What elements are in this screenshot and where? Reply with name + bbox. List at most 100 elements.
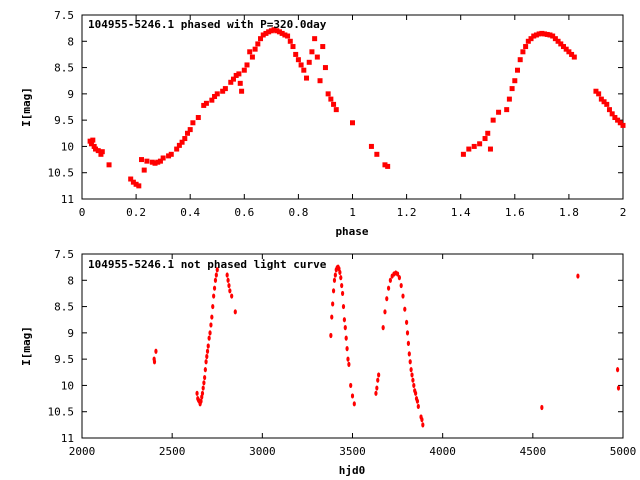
phased-y-tick-label: 8 [67,35,74,48]
phased-data-point [166,153,172,159]
unphased-data-point [201,385,205,391]
phased-data-point [606,107,612,113]
phased-data-point [222,86,228,92]
unphased-data-point [383,309,387,315]
phased-y-tick-label: 7.5 [54,9,74,22]
phased-data-point [615,117,621,123]
phased-data-point [533,32,539,38]
unphased-x-tick-label: 4000 [429,445,456,458]
phased-plot-title: 104955-5246.1 phased with P=320.0day [88,18,327,31]
phased-data-point [320,44,326,50]
phased-data-point [485,130,491,136]
phased-data-point [560,44,566,50]
phased-data-point [152,160,158,166]
phased-data-point [571,54,577,60]
phased-data-point [130,179,136,185]
phased-data-point [374,151,380,157]
unphased-data-point [195,390,199,396]
unphased-data-point [233,309,237,315]
phased-data-point [558,41,564,47]
unphased-ticks: 2000 2500 3000 3500 4000 4500 5000 7.5 8 8.5 9 9.5 1… [48,248,637,458]
unphased-data-point [211,303,215,310]
phased-data-point [252,46,258,52]
phased-data-point [136,183,142,189]
unphased-data-point [377,372,381,378]
phased-data-point [520,49,526,55]
unphased-plot-title: 104955-5246.1 not phased light curve [88,258,327,271]
unphased-data-point [350,393,355,399]
unphased-data-point [213,277,218,283]
phased-data-point [525,38,531,44]
phased-data-point [141,167,147,173]
phased-data-point [309,49,315,55]
unphased-plot-frame [81,253,624,439]
phased-data-point [477,141,483,147]
phased-data-point [290,44,296,50]
unphased-data-point [407,351,411,357]
unphased-data-point [411,377,415,383]
phased-data-point [157,158,163,164]
phased-data-point [249,54,255,60]
phased-data-point [93,146,99,152]
phased-data-point [247,49,253,55]
unphased-data-point [415,398,420,404]
phased-data-point [550,33,556,39]
unphased-y-tick-label: 8.5 [54,301,74,314]
phased-x-tick-label: 1.4 [451,206,471,219]
phased-data-point [176,142,182,148]
unphased-data-point [210,314,214,320]
unphased-data-point [206,343,210,349]
phased-data-point [233,72,239,78]
phased-data-point [209,97,215,103]
phased-y-tick-label: 10 [61,140,74,153]
phased-data-point [301,67,307,73]
unphased-data-point [340,282,344,289]
unphased-data-point [205,353,209,360]
phased-data-point [382,162,388,168]
phased-data-point [528,36,534,42]
phased-data-point [133,181,139,187]
unphased-data-point [540,404,544,411]
phased-data-point [482,136,488,142]
phased-data-point [266,29,272,35]
phased-y-axis-title: I[mag] [20,87,33,127]
phased-data-point [515,67,521,73]
phased-data-point [285,33,291,39]
unphased-data-point [375,385,379,391]
unphased-data-point [408,359,412,365]
phased-data-point [566,49,572,55]
phased-data-point [88,141,94,147]
unphased-data-point [340,290,345,297]
unphased-data-point [346,356,350,362]
phased-data-point [149,159,155,165]
phased-data-point [317,78,323,84]
unphased-data-point [349,382,353,389]
phased-data-point [182,136,188,142]
phased-data-point [604,101,610,107]
unphased-data-point [409,367,413,373]
unphased-data-point [225,272,229,278]
phased-data-point [179,139,185,145]
phased-data-point [328,96,334,102]
phased-data-point [195,115,201,121]
phased-data-point [555,38,561,44]
phased-x-tick-label: 2 [620,206,627,219]
unphased-x-tick-label: 5000 [610,445,637,458]
phased-x-tick-label: 1.2 [397,206,417,219]
phased-x-tick-label: 0.6 [234,206,254,219]
phased-data-point [322,65,328,71]
unphased-x-axis-title: hjd0 [339,464,366,477]
phased-data-point [160,155,166,161]
unphased-data-point [386,285,391,291]
unphased-data-point [385,296,389,302]
phased-x-tick-label: 0.4 [180,206,200,219]
unphased-data-point [207,335,211,341]
unphased-light-curve-panel: 2000 2500 3000 3500 4000 4500 5000 7.5 8 8.5 9 9.5 1… [20,248,636,477]
phased-x-tick-label: 0.2 [126,206,146,219]
unphased-data-point [397,275,401,281]
phased-data-point [174,146,180,152]
unphased-data-point [410,372,414,378]
phased-data-point [542,31,548,37]
phased-data-point [255,41,261,47]
unphased-data-point [212,293,216,299]
